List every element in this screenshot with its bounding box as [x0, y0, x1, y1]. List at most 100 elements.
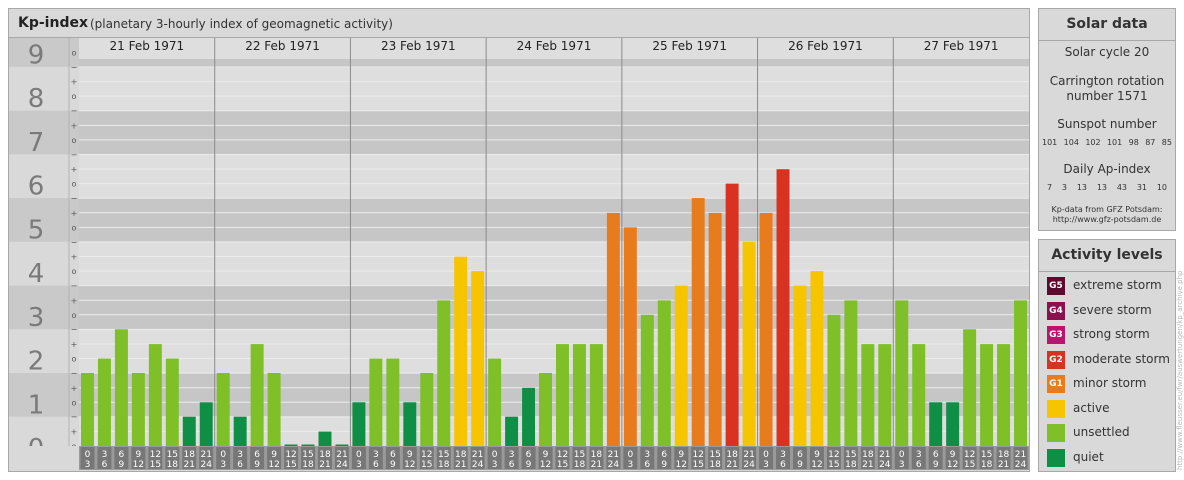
- interval-end-label: 12: [133, 460, 144, 470]
- day-label: 23 Feb 1971: [381, 39, 456, 53]
- kp-bar: [793, 285, 807, 446]
- interval-cell: [521, 447, 536, 469]
- kp-bar: [997, 344, 1011, 446]
- sub-tick-label: −: [71, 413, 78, 422]
- activity-levels-title: Activity levels: [1039, 240, 1175, 272]
- interval-end-label: 6: [644, 460, 650, 470]
- interval-cell: [742, 447, 757, 469]
- y-tick-label: 4: [28, 259, 45, 289]
- activity-level-item: quiet: [1047, 448, 1171, 467]
- interval-start-label: 3: [237, 450, 243, 460]
- chart-subtitle: (planetary 3-hourly index of geomagnetic…: [90, 17, 393, 31]
- interval-end-label: 9: [526, 460, 532, 470]
- interval-end-label: 9: [933, 460, 939, 470]
- kp-bar: [81, 372, 94, 446]
- interval-end-label: 9: [797, 460, 803, 470]
- data-credit-url: http://www.gfz-potsdam.de: [1052, 215, 1162, 224]
- ap-value: 7: [1047, 183, 1053, 192]
- kp-bar: [844, 300, 858, 446]
- interval-start-label: 15: [302, 450, 313, 460]
- kp-bar: [776, 169, 790, 447]
- sub-tick-label: −: [71, 194, 78, 203]
- kp-bar: [267, 372, 281, 446]
- kp-bar: [980, 344, 994, 446]
- interval-end-label: 3: [85, 460, 91, 470]
- day-label: 22 Feb 1971: [245, 39, 320, 53]
- sub-tick-label: +: [71, 78, 78, 87]
- level-swatch: G2: [1047, 350, 1065, 369]
- interval-cell: [725, 447, 740, 469]
- kp-bar: [657, 300, 671, 446]
- kp-bar: [589, 344, 603, 446]
- interval-cell: [538, 447, 553, 469]
- interval-end-label: 9: [119, 460, 125, 470]
- ap-value: 3: [1061, 183, 1067, 192]
- interval-cell: [487, 447, 502, 469]
- interval-end-label: 12: [268, 460, 279, 470]
- kp-bar: [352, 402, 366, 446]
- interval-start-label: 9: [543, 450, 549, 460]
- interval-cell: [759, 447, 774, 469]
- kp-bar: [505, 416, 519, 446]
- interval-cell: [589, 447, 604, 469]
- interval-cell: [284, 447, 299, 469]
- kp-bar: [912, 344, 926, 446]
- interval-cell: [301, 447, 315, 469]
- interval-start-label: 21: [608, 450, 619, 460]
- interval-start-label: 0: [899, 450, 905, 460]
- interval-cell: [199, 447, 214, 469]
- sunspot-value: 101: [1042, 138, 1058, 147]
- y-tick-label: 3: [28, 303, 45, 333]
- kp-bar: [114, 329, 128, 446]
- interval-cell: [80, 447, 95, 469]
- interval-cell: [860, 447, 875, 469]
- interval-cell: [691, 447, 706, 469]
- level-swatch: [1047, 424, 1065, 442]
- interval-end-label: 24: [608, 460, 620, 470]
- interval-start-label: 6: [390, 450, 396, 460]
- interval-end-label: 15: [964, 460, 975, 470]
- interval-end-label: 3: [492, 460, 498, 470]
- level-label: minor storm: [1073, 376, 1147, 390]
- chart-title-bar: Kp-index (planetary 3-hourly index of ge…: [9, 9, 1029, 38]
- interval-start-label: 3: [644, 450, 650, 460]
- interval-start-label: 15: [438, 450, 449, 460]
- activity-level-item: active: [1047, 399, 1171, 418]
- interval-start-label: 12: [964, 450, 975, 460]
- interval-end-label: 21: [319, 460, 330, 470]
- kp-bar: [318, 431, 332, 446]
- solar-data-title: Solar data: [1039, 9, 1175, 41]
- day-label: 21 Feb 1971: [110, 39, 185, 53]
- kp-bar: [437, 300, 451, 446]
- activity-level-item: G3 strong storm: [1047, 326, 1171, 344]
- level-label: active: [1073, 400, 1110, 415]
- interval-start-label: 9: [950, 450, 956, 460]
- source-watermark: http://www.fleusser.eu/fwr/auswertungen/…: [1176, 270, 1184, 470]
- interval-cell: [97, 447, 112, 469]
- label-band: [9, 241, 79, 286]
- interval-cell: [776, 447, 790, 469]
- sub-tick-label: −: [71, 282, 78, 291]
- label-band: [9, 198, 79, 242]
- label-band: [9, 66, 79, 111]
- interval-start-label: 15: [167, 450, 178, 460]
- interval-start-label: 18: [319, 450, 331, 460]
- activity-level-item: G1 minor storm: [1047, 375, 1171, 393]
- interval-start-label: 0: [85, 450, 91, 460]
- label-band: [9, 372, 79, 417]
- interval-start-label: 18: [862, 450, 874, 460]
- interval-end-label: 18: [438, 460, 450, 470]
- kp-bar: [572, 344, 586, 446]
- kp-bar: [420, 372, 434, 446]
- interval-cell: [453, 447, 468, 469]
- interval-start-label: 18: [726, 450, 738, 460]
- interval-cell: [657, 447, 672, 469]
- kp-bar: [386, 358, 400, 446]
- interval-end-label: 18: [167, 460, 179, 470]
- interval-start-label: 9: [136, 450, 142, 460]
- activity-level-item: G4 severe storm: [1047, 301, 1171, 320]
- interval-cell: [385, 447, 400, 469]
- interval-cell: [996, 447, 1011, 469]
- kp-bar: [725, 183, 739, 446]
- sunspot-value: 101: [1106, 138, 1123, 147]
